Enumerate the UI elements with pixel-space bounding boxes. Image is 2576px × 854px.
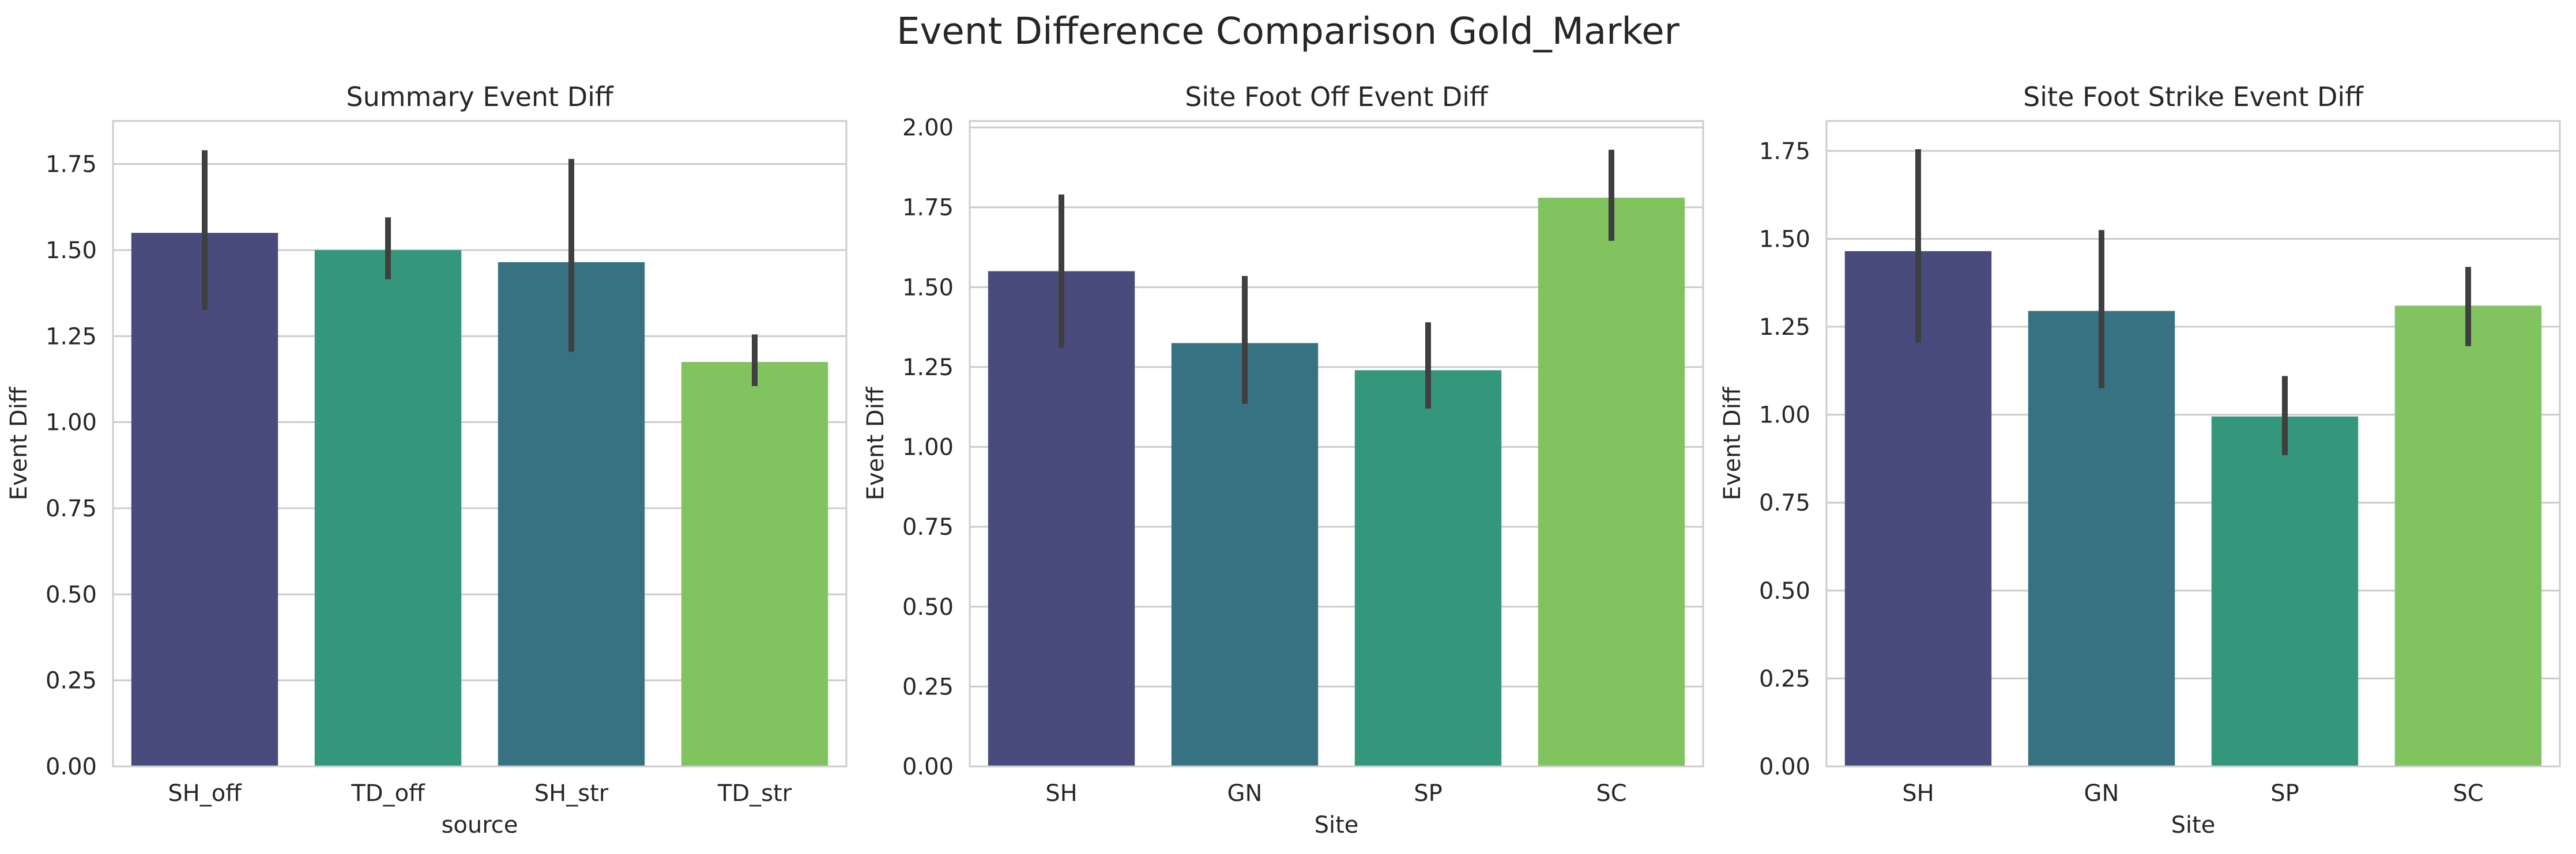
bar-SC	[2394, 305, 2542, 766]
x-tick-label: GN	[2084, 780, 2119, 807]
x-tick-label: SC	[1596, 780, 1626, 807]
x-tick-label: TD_str	[717, 780, 792, 807]
axes-frame	[1825, 120, 2561, 768]
y-axis-label: Event Diff	[863, 386, 889, 500]
subplot-title: Site Foot Strike Event Diff	[2023, 81, 2364, 112]
y-tick-label: 0.25	[902, 674, 954, 700]
y-tick-label: 1.50	[902, 274, 954, 301]
y-tick-label: 1.25	[902, 354, 954, 381]
x-tick-label: TD_off	[351, 780, 425, 807]
y-tick-label: 1.25	[46, 323, 97, 350]
bar-TD_str	[681, 362, 828, 766]
y-tick-label: 0.00	[46, 754, 97, 780]
y-axis-label: Event Diff	[6, 386, 32, 500]
y-tick-label: 1.00	[902, 434, 954, 461]
y-tick-label: 0.00	[902, 754, 954, 780]
subplot-3: 0.00 0.25 0.50 0.75 1.00 1.25 1.50 1.75 SH GN SP SC…	[1719, 81, 2561, 838]
bar-SP	[2211, 416, 2359, 766]
x-tick-label: SH_str	[534, 780, 609, 807]
y-tick-label: 0.50	[1759, 578, 1810, 604]
x-tick-label: SH	[1902, 780, 1934, 807]
y-tick-label: 0.50	[902, 594, 954, 621]
y-tick-label: 1.25	[1759, 314, 1810, 341]
subplot-title: Site Foot Off Event Diff	[1185, 81, 1489, 112]
y-tick-label: 1.75	[1759, 138, 1810, 165]
bar-SH	[988, 271, 1135, 766]
y-tick-label: 0.25	[1759, 666, 1810, 692]
subplot-2: 0.00 0.25 0.50 0.75 1.00 1.25 1.50 1.75 2.00 SH GN…	[863, 81, 1704, 838]
y-tick-label: 1.50	[1759, 226, 1810, 252]
figure-title: Event Difference Comparison Gold_Marker	[897, 10, 1680, 53]
y-tick-label: 0.75	[902, 514, 954, 541]
subplot-title: Summary Event Diff	[346, 81, 614, 112]
y-axis-label: Event Diff	[1719, 386, 1746, 500]
x-tick-label: SH_off	[168, 780, 242, 807]
axes-frame	[969, 120, 1704, 768]
x-axis-label: Site	[2171, 812, 2216, 838]
y-tick-label: 0.25	[46, 668, 97, 694]
x-tick-label: SP	[2270, 780, 2299, 807]
bar-TD_off	[314, 250, 462, 766]
y-tick-label: 0.75	[46, 496, 97, 522]
y-tick-label: 0.50	[46, 581, 97, 608]
y-tick-label: 1.50	[46, 237, 97, 264]
y-tick-label: 1.00	[46, 410, 97, 436]
y-tick-label: 2.00	[902, 115, 954, 141]
subplot-1: 0.00 0.25 0.50 0.75 1.00 1.25 1.50 1.75 SH_off TD…	[6, 81, 848, 838]
y-tick-label: 1.00	[1759, 402, 1810, 429]
x-axis-label: source	[442, 812, 518, 838]
axes-frame	[112, 120, 848, 768]
y-tick-label: 1.75	[902, 195, 954, 221]
x-tick-label: SC	[2453, 780, 2483, 807]
bar-SC	[1538, 198, 1685, 766]
subplots: 0.00 0.25 0.50 0.75 1.00 1.25 1.50 1.75 SH_off TD…	[6, 81, 2561, 838]
bar-GN	[1171, 343, 1319, 766]
bar-SP	[1354, 370, 1502, 766]
y-tick-label: 1.75	[46, 152, 97, 178]
bar-SH_off	[131, 233, 278, 767]
x-axis-label: Site	[1315, 812, 1359, 838]
y-tick-label: 0.75	[1759, 490, 1810, 516]
y-tick-label: 0.00	[1759, 754, 1810, 780]
x-tick-label: SP	[1414, 780, 1443, 807]
x-tick-label: SH	[1045, 780, 1077, 807]
x-tick-label: GN	[1227, 780, 1263, 807]
